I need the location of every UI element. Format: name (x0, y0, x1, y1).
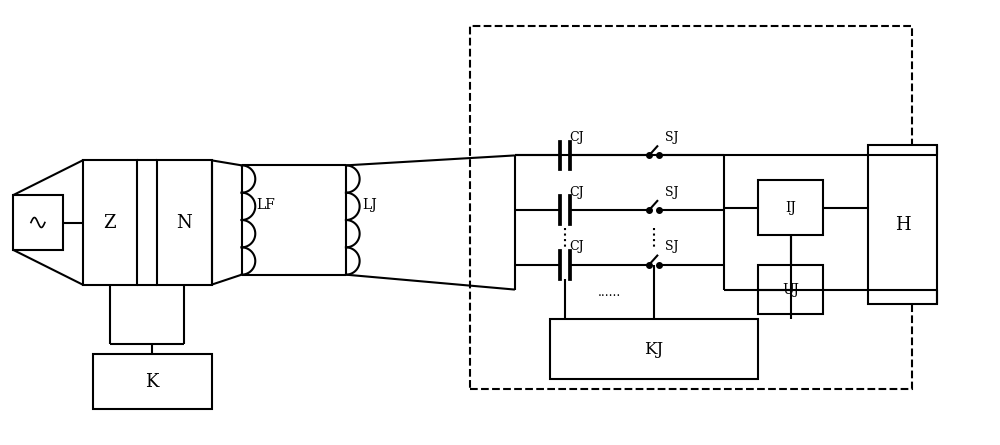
Bar (868, 146, 937, 304)
Text: ......: ...... (598, 286, 621, 299)
Text: CJ: CJ (569, 186, 584, 198)
Text: SJ: SJ (665, 186, 679, 198)
Bar (13, 195, 63, 250)
Text: LF: LF (256, 198, 275, 212)
Text: CJ: CJ (569, 131, 584, 144)
Text: SJ: SJ (665, 240, 679, 253)
Text: K: K (145, 372, 159, 391)
Text: N: N (177, 214, 192, 231)
Text: CJ: CJ (569, 240, 584, 253)
Text: KJ: KJ (644, 341, 664, 358)
Bar (157, 160, 212, 285)
Bar (83, 160, 137, 285)
Bar (758, 265, 823, 315)
Bar (758, 180, 823, 235)
Text: Z: Z (104, 214, 116, 231)
Bar (93, 354, 212, 409)
Bar (470, 26, 912, 389)
Text: SJ: SJ (665, 131, 679, 144)
Text: UJ: UJ (782, 283, 799, 296)
Text: H: H (895, 216, 910, 234)
Text: LJ: LJ (362, 198, 377, 212)
Bar (550, 320, 758, 379)
Text: IJ: IJ (785, 201, 796, 214)
